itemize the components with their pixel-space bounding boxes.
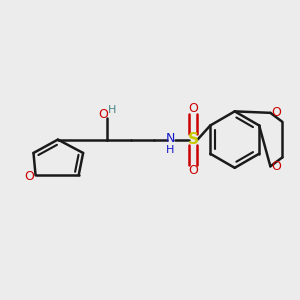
Text: H: H xyxy=(166,145,174,155)
Text: O: O xyxy=(24,170,34,183)
Text: O: O xyxy=(98,108,108,121)
Text: O: O xyxy=(188,102,198,115)
Text: O: O xyxy=(271,160,281,173)
Text: O: O xyxy=(271,106,281,119)
Text: H: H xyxy=(108,106,116,116)
Text: N: N xyxy=(166,132,175,145)
Text: S: S xyxy=(188,132,199,147)
Text: O: O xyxy=(188,164,198,177)
